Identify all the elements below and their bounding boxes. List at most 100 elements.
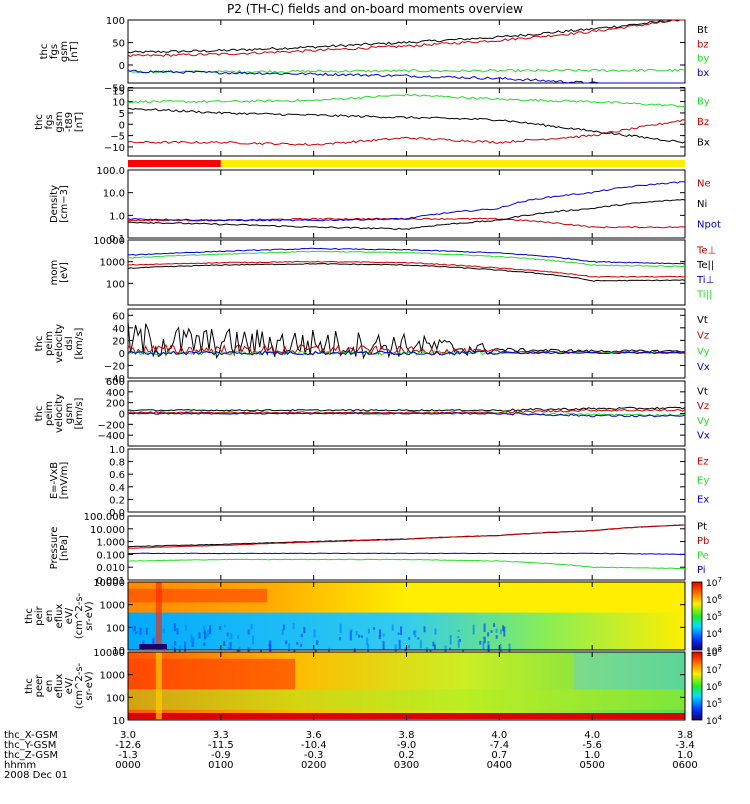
ion-spectrogram-speck	[230, 632, 233, 640]
legend-entry: Ex	[697, 495, 709, 506]
ion-spectrogram-speck	[349, 630, 352, 641]
y-axis-label: peir	[34, 605, 45, 625]
ion-spectrogram-speck	[360, 635, 363, 638]
series-vz-line	[127, 408, 686, 414]
y-tick-label: 1.000	[96, 538, 125, 549]
y-tick-label: 0.6	[109, 470, 125, 481]
y-axis-label: -t89	[64, 112, 75, 132]
ephemeris-value: -5.6	[582, 740, 602, 751]
legend-entry: Pe	[697, 550, 709, 561]
legend-entry: Bt	[697, 25, 708, 36]
panel-2	[128, 160, 686, 167]
ion-spectrogram-speck	[358, 634, 361, 638]
ion-spectrogram-speck	[434, 628, 437, 635]
ion-spectrogram-speck	[227, 646, 230, 651]
y-axis-label: thc	[34, 336, 45, 352]
ion-spectrogram-speck	[198, 632, 201, 639]
y-tick-label: 40	[112, 324, 125, 335]
series-pi-line	[127, 552, 686, 555]
y-tick-label: 0.4	[109, 483, 125, 494]
ephemeris-value: 0.2	[399, 750, 415, 761]
y-tick-label: 1000	[100, 671, 125, 682]
y-axis-label: (cm^2-s-	[74, 662, 85, 709]
y-tick-label: 600	[106, 377, 125, 388]
y-tick-label: 0.0	[109, 508, 125, 519]
ion-spectrogram-speck	[136, 631, 139, 634]
y-tick-label: 10000	[93, 578, 125, 589]
legend-entry: Vy	[697, 416, 710, 427]
ephemeris-value: 3.0	[120, 730, 136, 741]
ion-spectrogram-speck	[397, 632, 400, 635]
y-tick-label: 20	[112, 336, 125, 347]
series-vx-line	[127, 412, 686, 418]
ion-spectrogram-speck	[449, 635, 452, 645]
y-axis-label: sr-eV)	[84, 671, 95, 700]
legend-entry: bx	[697, 68, 709, 79]
y-tick-label: 100	[106, 279, 125, 290]
series-vx-line	[127, 350, 686, 356]
series-vy-line	[127, 350, 686, 356]
ion-spectrogram-speck	[174, 641, 177, 646]
ion-spectrogram-speck	[203, 630, 206, 640]
y-tick-label: 100	[106, 693, 125, 704]
y-tick-label: −200	[98, 420, 125, 431]
y-tick-label: 0.100	[96, 550, 125, 561]
figure-title: P2 (TH-C) fields and on-board moments ov…	[227, 2, 523, 16]
series-te-line	[127, 260, 686, 278]
series-bz-line	[127, 19, 685, 58]
series-ti-line	[127, 247, 686, 265]
ephemeris-value: -0.3	[304, 750, 324, 761]
colorbar-tick-label: 106	[706, 593, 722, 606]
colorbar-tick-label: 103	[706, 644, 722, 657]
y-tick-label: 0.1	[109, 234, 125, 245]
ion-spectrogram-speck	[482, 640, 485, 650]
ephemeris-value: -3.4	[675, 740, 695, 751]
ephemeris-value: 1.0	[677, 750, 693, 761]
electron-spectrogram-streak	[155, 652, 162, 720]
ion-spectrogram-speck	[223, 640, 226, 646]
ion-spectrogram-speck	[432, 641, 435, 647]
ion-spectrogram-speck	[433, 644, 436, 651]
y-axis-label: thc	[39, 44, 50, 60]
y-axis-label: [km/s]	[74, 397, 85, 429]
y-axis-label: Density	[49, 185, 60, 223]
series-vt-line	[127, 321, 686, 360]
ion-spectrogram-speck	[269, 645, 272, 652]
ion-spectrogram-speck	[398, 639, 401, 649]
ion-spectrogram-speck	[419, 640, 422, 649]
ephemeris-value: 3.3	[213, 730, 229, 741]
ephemeris-value: 1.0	[584, 750, 600, 761]
legend-entry: Vx	[697, 431, 710, 442]
electron-spectrogram-cool	[573, 652, 685, 690]
panel-8: 100.000 10.000 1.0000.100 0.010 0.001 Pressur…	[49, 512, 709, 587]
series-ti-line	[128, 250, 686, 268]
ion-spectrogram-speck	[300, 633, 303, 638]
y-tick-label: 0	[119, 120, 125, 131]
ion-spectrogram-speck	[285, 640, 288, 645]
ion-spectrogram-speck	[482, 636, 485, 640]
ion-spectrogram-speck	[378, 634, 381, 640]
ion-spectrogram-speck	[408, 637, 411, 640]
y-axis-label: (cm^2-s-	[74, 592, 85, 639]
y-tick-label: 10	[112, 716, 125, 727]
series-pe-line	[127, 558, 685, 570]
ephemeris-value: -9.0	[397, 740, 417, 751]
y-tick-label: 10	[112, 646, 125, 657]
ephemeris-value: 3.8	[399, 730, 415, 741]
ion-spectrogram-speck	[133, 626, 136, 631]
y-tick-label: 0	[119, 61, 125, 72]
ion-spectrogram-speck	[184, 624, 187, 632]
colorbar-tick-label: 104	[706, 627, 722, 640]
y-tick-label: 0	[119, 410, 125, 421]
colorbar-tick-label: 108	[706, 646, 722, 659]
ion-spectrogram-speck	[502, 625, 505, 632]
y-tick-label: −5	[110, 132, 125, 143]
ephemeris-value: 0000	[115, 760, 140, 771]
ion-spectrogram-speck	[173, 623, 176, 632]
ephemeris-value: 0100	[208, 760, 233, 771]
series-by-line	[127, 68, 686, 74]
y-axis-label: en	[44, 610, 55, 623]
ion-spectrogram-speck	[328, 647, 331, 656]
